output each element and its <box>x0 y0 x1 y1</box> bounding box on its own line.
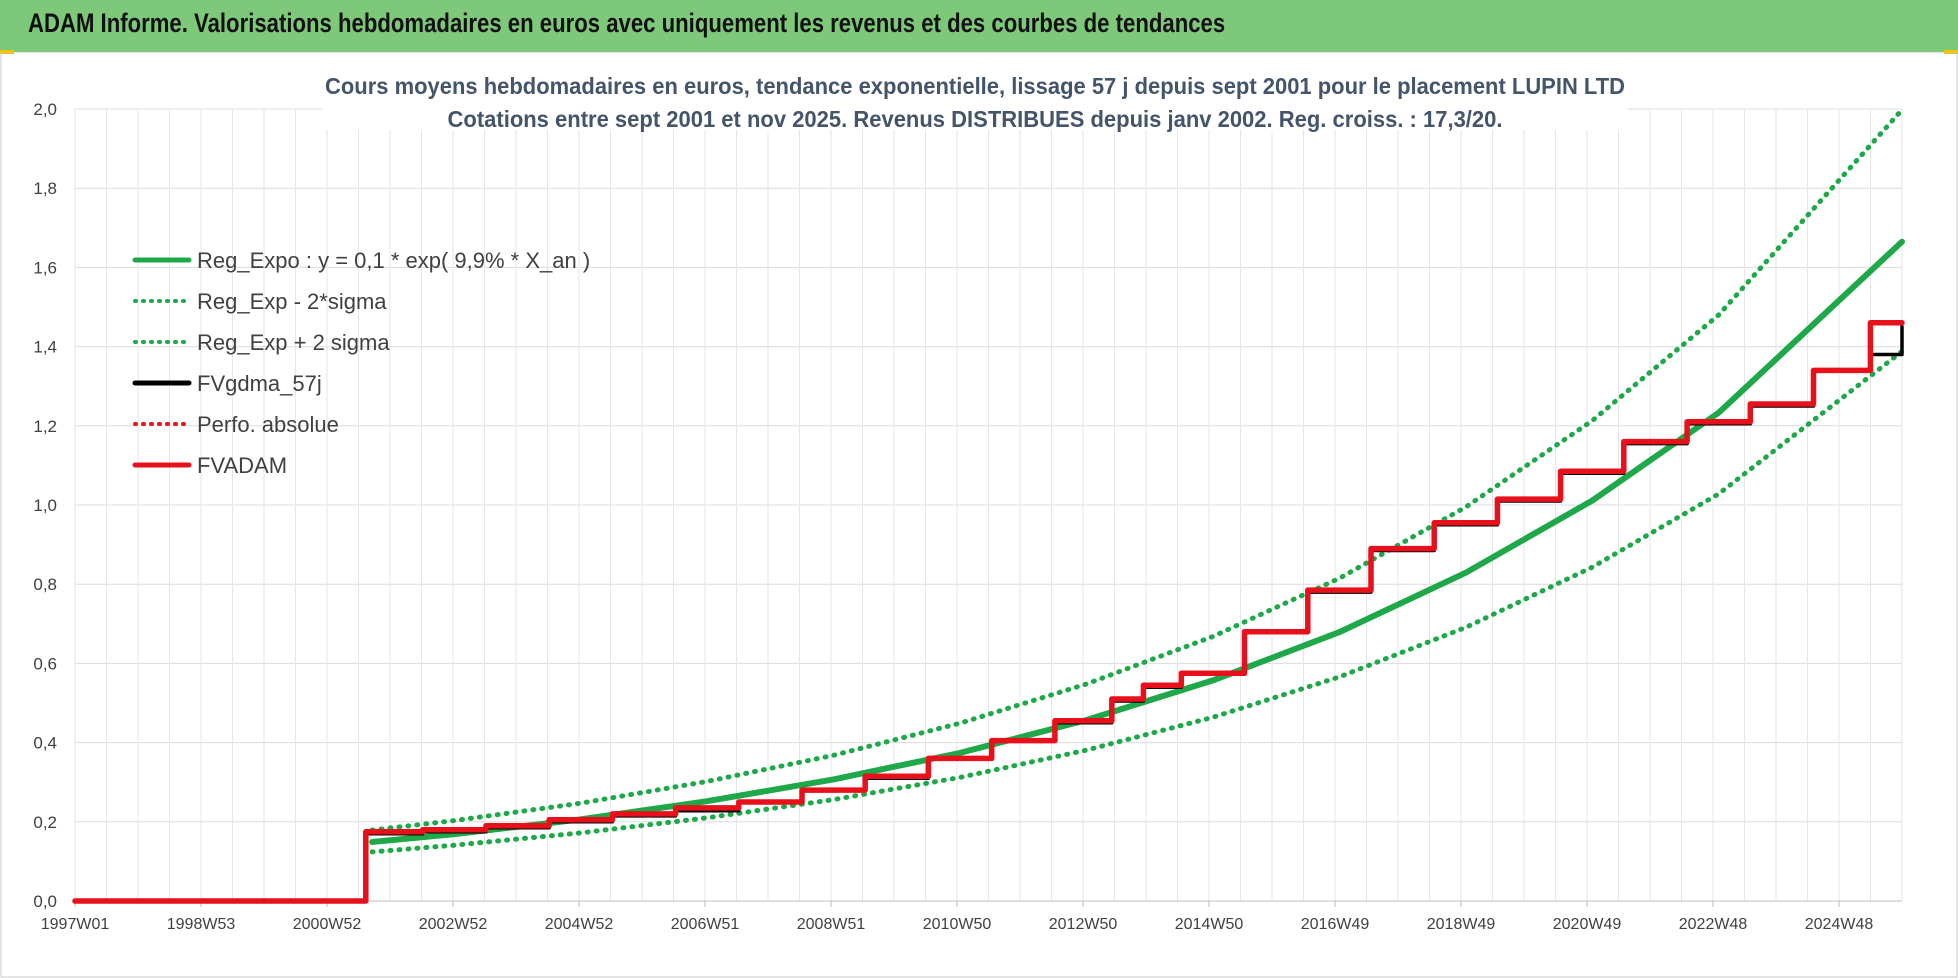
y-tick-label: 1,0 <box>33 496 57 515</box>
chart-area: 0,0 0,2 0,4 0,6 0,8 1,0 1,2 1,4 1,6 1,8 2,0 1997W01… <box>0 52 1958 978</box>
x-tick-label: 2008W51 <box>797 916 866 933</box>
x-tick-label: 2002W52 <box>419 916 488 933</box>
chart-title: Cours moyens hebdomadaires en euros, ten… <box>325 73 1625 99</box>
page-title: ADAM Informe. Valorisations hebdomadaire… <box>28 8 1226 38</box>
chart-subtitle: Cotations entre sept 2001 et nov 2025. R… <box>448 106 1503 132</box>
y-tick-label: 0,2 <box>33 813 57 832</box>
y-tick-label: 1,2 <box>33 417 57 436</box>
y-tick-label: 0,0 <box>33 892 57 911</box>
y-tick-label: 1,6 <box>33 258 57 277</box>
legend-label: Reg_Exp - 2*sigma <box>197 289 387 314</box>
x-tick-label: 2016W49 <box>1301 916 1370 933</box>
x-tick-label: 2020W49 <box>1553 916 1622 933</box>
x-tick-label: 2022W48 <box>1679 916 1748 933</box>
legend-label: FVADAM <box>197 453 287 478</box>
x-tick-label: 1998W53 <box>167 916 236 933</box>
x-tick-label: 2004W52 <box>545 916 614 933</box>
legend-label: Reg_Expo : y = 0,1 * exp( 9,9% * X_an ) <box>197 248 590 273</box>
y-tick-label: 0,8 <box>33 575 57 594</box>
title-background <box>323 62 1628 130</box>
legend-label: Reg_Exp + 2 sigma <box>197 330 390 355</box>
x-tick-label: 2006W51 <box>671 916 740 933</box>
y-tick-label: 0,4 <box>33 734 57 753</box>
chart-frame <box>0 52 1958 978</box>
y-tick-label: 1,8 <box>33 179 57 198</box>
x-tick-label: 1997W01 <box>41 916 110 933</box>
series-line-5 <box>72 320 1905 904</box>
x-tick-label: 2018W49 <box>1427 916 1496 933</box>
x-tick-label: 2010W50 <box>923 916 992 933</box>
x-tick-label: 2024W48 <box>1805 916 1874 933</box>
y-tick-label: 0,6 <box>33 654 57 673</box>
series-line-1 <box>369 348 1905 855</box>
series-line-0 <box>369 238 1905 845</box>
x-tick-label: 2014W50 <box>1175 916 1244 933</box>
x-tick-label: 2000W52 <box>293 916 362 933</box>
y-tick-label: 1,4 <box>33 338 57 357</box>
header-bar: ADAM Informe. Valorisations hebdomadaire… <box>0 0 1958 52</box>
x-tick-label: 2012W50 <box>1049 916 1118 933</box>
legend-label: FVgdma_57j <box>197 371 322 396</box>
series-line-2 <box>369 107 1905 833</box>
y-tick-label: 2,0 <box>33 100 57 119</box>
legend-label: Perfo. absolue <box>197 412 339 437</box>
